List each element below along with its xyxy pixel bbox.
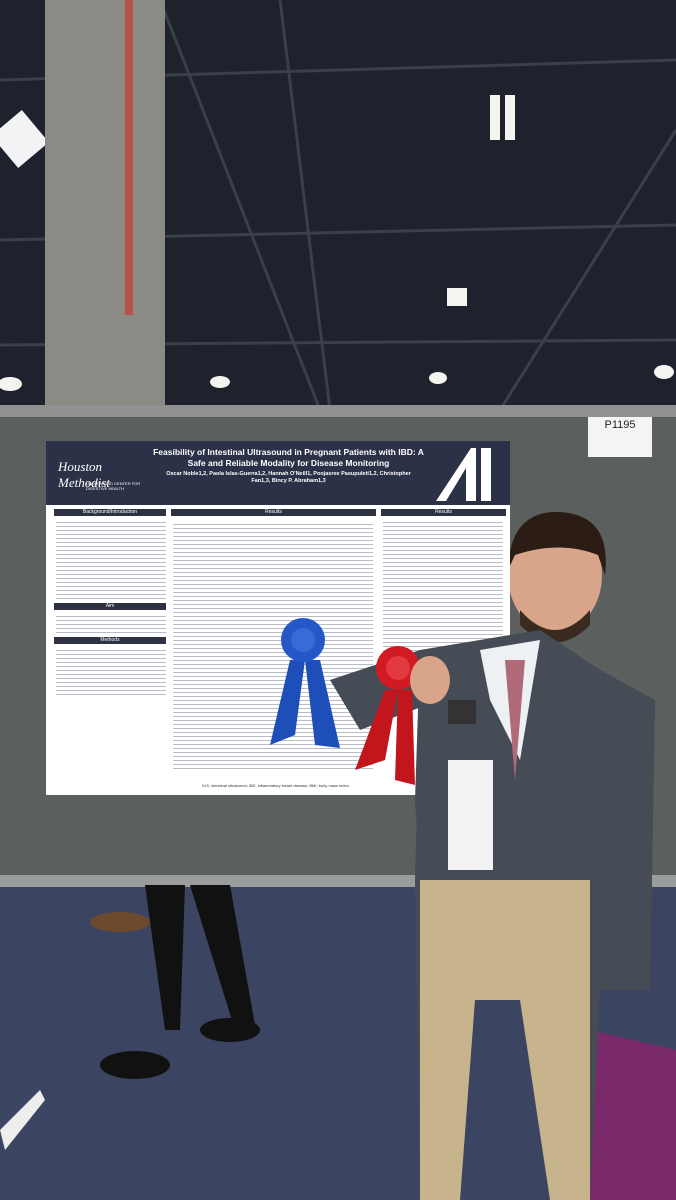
logo-sub: Underwood Center for Digestive Health bbox=[86, 481, 141, 491]
poster-footnote: IUS, intestinal ultrasound; IBD, inflamm… bbox=[202, 783, 350, 788]
section-header: Results bbox=[381, 509, 506, 516]
poster-authors: Oscar Noble1,2, Paola Islas-Guerra1,2, H… bbox=[166, 471, 411, 484]
section-header: Methods bbox=[54, 637, 166, 644]
poster-id: P1195 bbox=[588, 417, 652, 457]
section-header: Background/Introduction bbox=[54, 509, 166, 516]
section-header: Aim bbox=[54, 603, 166, 610]
section-header: Results bbox=[171, 509, 376, 516]
poster-title: Feasibility of Intestinal Ultrasound in … bbox=[153, 447, 424, 468]
logo: Houston Methodist bbox=[58, 459, 110, 490]
poster: Houston Methodist Underwood Center for D… bbox=[46, 441, 510, 795]
logo-mark bbox=[436, 448, 491, 501]
